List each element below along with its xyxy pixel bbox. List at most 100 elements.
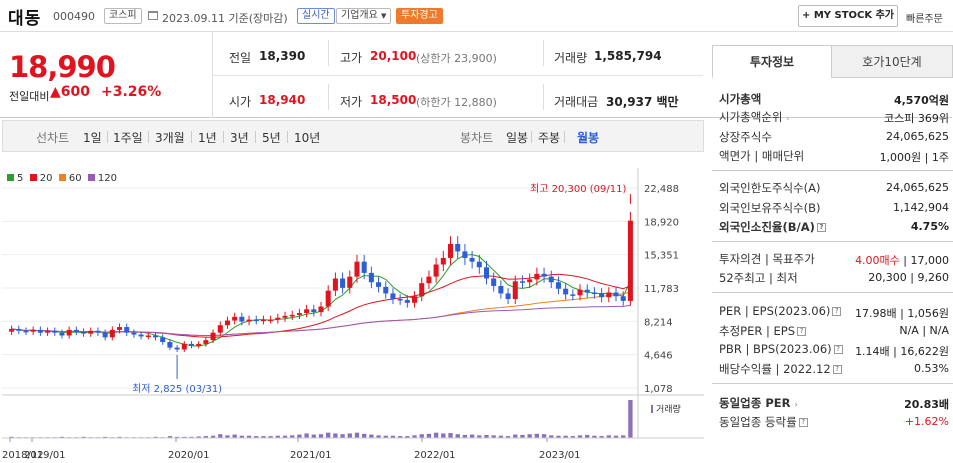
base-date: 2023.09.11 기준(장마감) [162, 12, 288, 25]
candle-body [447, 243, 454, 258]
legend-ma120: 120 [87, 173, 117, 184]
chart-period-tabs: 선차트 1일 1주일 3개월 1년 3년 5년 10년 봉차트 일봉 주봉 월봉 [2, 120, 704, 152]
market-badge: 코스피 [104, 8, 142, 24]
volume-bar [397, 436, 403, 438]
moving-average-lines [11, 254, 631, 347]
candle-body [304, 309, 310, 314]
stock-name: 대동 [8, 9, 42, 29]
per-eps-label[interactable]: PER | EPS(2023.06)? [719, 304, 842, 318]
volume-bar [203, 436, 209, 438]
est-per-label[interactable]: 추정PER | EPS? [719, 323, 807, 339]
candle-body [289, 314, 295, 317]
sector-per-text: 동일업종 PER [719, 396, 791, 410]
help-icon[interactable]: ? [833, 345, 843, 354]
candle-body [591, 292, 597, 295]
legend-swatch [58, 174, 66, 181]
help-icon[interactable]: ? [797, 327, 807, 336]
candle-body [239, 316, 245, 322]
candle-body [95, 330, 101, 333]
sector-change-value: +1.62% [904, 415, 949, 428]
sector-per-label[interactable]: 동일업종 PER › [719, 395, 798, 411]
tab-3year[interactable]: 3년 [230, 131, 249, 145]
quick-order-link[interactable]: 빠른주문 [906, 14, 943, 25]
realtime-badge[interactable]: 실시간 [297, 8, 335, 24]
volume-bar [577, 435, 583, 438]
candle-body [88, 330, 94, 334]
candle-body [188, 343, 195, 346]
tab-monthly[interactable]: 월봉 [577, 131, 600, 145]
y-tick-label: 11,783 [644, 284, 679, 295]
tab-investment-info[interactable]: 투자정보 [712, 45, 832, 78]
legend-label: 5 [17, 173, 24, 184]
est-eps: N/A [929, 324, 949, 337]
y-tick-label: 15,351 [644, 251, 679, 262]
pbr-bps-label[interactable]: PBR | BPS(2023.06)? [719, 342, 843, 356]
volume-bar [498, 435, 504, 438]
legend-swatch [29, 174, 37, 181]
candle-body [59, 332, 65, 336]
volume-swatch [651, 405, 653, 413]
tab-candle-chart[interactable]: 봉차트 [460, 131, 494, 145]
section-divider [712, 170, 953, 171]
legend-ma5: 5 [7, 173, 23, 184]
market-cap-rank-label[interactable]: 시가총액순위 › [719, 109, 789, 125]
tab-3month[interactable]: 3개월 [155, 131, 185, 145]
foreign-ratio-text: 외국인소진율(B/A) [719, 220, 815, 234]
volume-bar [347, 433, 352, 438]
volume-bar [189, 436, 194, 438]
candle-body [383, 286, 389, 294]
candle-body [462, 251, 468, 258]
volume-bar [628, 400, 633, 438]
candle-body [332, 278, 338, 291]
tab-weekly[interactable]: 주봉 [538, 131, 561, 145]
tab-separator [148, 131, 149, 143]
volume-label: 거래량 [554, 51, 588, 65]
candle-body [181, 343, 187, 350]
est-per-text: 추정PER | EPS [719, 324, 796, 338]
sector-change-text: 동일업종 등락률 [719, 415, 797, 429]
52week-low: 9,260 [917, 271, 950, 284]
upper-limit: (상한가 23,900) [416, 52, 497, 65]
tab-daily[interactable]: 일봉 [506, 131, 529, 145]
listed-shares-value: 24,065,625 [886, 130, 949, 143]
candle-body [131, 332, 137, 335]
add-mystock-button[interactable]: + MY STOCK 추가 [798, 5, 898, 27]
help-icon[interactable]: ? [798, 418, 808, 427]
candle-body [167, 342, 173, 348]
opinion-rating: 4.00매수 [855, 254, 900, 267]
candle-body [109, 329, 115, 338]
candle-body [145, 335, 151, 337]
candle-body [66, 329, 72, 336]
help-icon[interactable]: ? [832, 307, 842, 316]
help-icon[interactable]: ? [832, 365, 842, 374]
sector-change-label[interactable]: 동일업종 등락률? [719, 414, 808, 430]
company-overview-dropdown[interactable]: 기업개요 ▼ [336, 8, 392, 24]
volume-bar [585, 434, 590, 438]
pbr-bps-text: PBR | BPS(2023.06) [719, 342, 832, 356]
foreign-limit-value: 24,065,625 [886, 181, 949, 194]
help-icon[interactable]: ? [816, 223, 826, 232]
tab-5year[interactable]: 5년 [262, 131, 281, 145]
tab-10year[interactable]: 10년 [294, 131, 321, 145]
divider [328, 40, 329, 66]
volume-bar [505, 436, 511, 438]
eps-value: 1,056원 [907, 307, 949, 320]
tab-line-chart[interactable]: 선차트 [36, 131, 70, 145]
volume-bar [261, 436, 266, 438]
tab-1year[interactable]: 1년 [198, 131, 217, 145]
change-value: ▲600 [50, 84, 90, 100]
tab-1week[interactable]: 1주일 [113, 131, 143, 145]
tab-separator [287, 131, 288, 143]
candle-body [45, 330, 51, 333]
tab-1day[interactable]: 1일 [83, 131, 102, 145]
foreign-ratio-label[interactable]: 외국인소진율(B/A)? [719, 219, 826, 235]
dividend-label[interactable]: 배당수익률 | 2022.12? [719, 361, 842, 377]
tab-order-book[interactable]: 호가10단계 [831, 45, 953, 78]
volume-bar [196, 436, 201, 438]
candle-body [455, 243, 461, 252]
volume-bar [268, 436, 273, 438]
candle-body [160, 337, 166, 343]
candle-body [253, 319, 259, 322]
price-chart[interactable]: 22,488 18,920 15,351 11,783 8,214 4,646 1,078 최… [2, 168, 704, 463]
volume-bar [290, 435, 295, 438]
